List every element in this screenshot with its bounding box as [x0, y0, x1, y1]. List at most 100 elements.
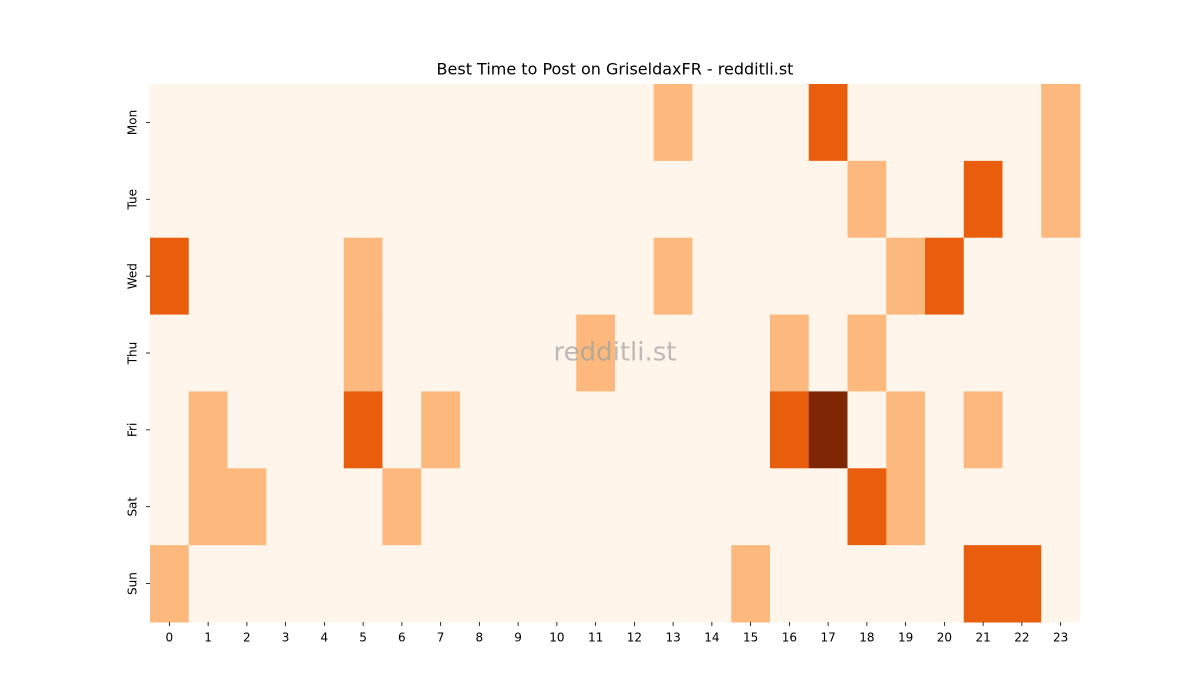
heatmap-cell [808, 84, 848, 162]
heatmap-cell [808, 468, 848, 546]
heatmap-cell [1002, 314, 1042, 392]
heatmap-cell [615, 391, 655, 469]
y-tick-label: Thu [126, 342, 140, 366]
heatmap-cell [576, 160, 616, 239]
x-tick-label: 1 [204, 631, 212, 645]
heatmap-cell [498, 84, 538, 162]
heatmap-cell [188, 237, 228, 316]
heatmap-cell [576, 468, 616, 546]
heatmap-cell [460, 160, 500, 239]
heatmap-cell [731, 160, 771, 239]
heatmap-cell [305, 545, 345, 623]
heatmap-cell [343, 468, 383, 546]
heatmap-cell [808, 314, 848, 392]
heatmap-cell [266, 391, 306, 469]
y-tick-label: Mon [126, 110, 140, 135]
heatmap-cell [343, 391, 383, 469]
heatmap-cell [963, 314, 1003, 392]
heatmap-cell [653, 545, 693, 623]
heatmap-cell [421, 237, 461, 316]
heatmap-cell [847, 545, 887, 623]
x-tick-label: 5 [359, 631, 367, 645]
heatmap-cell [498, 545, 538, 623]
heatmap-cell [847, 391, 887, 469]
x-tick-label: 9 [514, 631, 522, 645]
heatmap-cell [770, 468, 810, 546]
heatmap-cell [925, 391, 965, 469]
heatmap-cell [227, 391, 267, 469]
heatmap-cell [1002, 468, 1042, 546]
x-tick-label: 3 [282, 631, 290, 645]
heatmap-cell [305, 237, 345, 316]
heatmap-cell [382, 84, 422, 162]
watermark: redditli.st [554, 338, 677, 368]
heatmap-cell [1041, 314, 1081, 392]
x-tick-label: 15 [743, 631, 758, 645]
heatmap-cell [692, 391, 732, 469]
heatmap-cell [576, 314, 616, 392]
heatmap-cell [770, 160, 810, 239]
heatmap-cell [847, 160, 887, 239]
heatmap-cell [498, 314, 538, 392]
heatmap-cell [188, 314, 228, 392]
heatmap-cell [382, 545, 422, 623]
heatmap-cell [1041, 84, 1081, 162]
heatmap-cell [847, 237, 887, 316]
heatmap-cell [1002, 237, 1042, 316]
x-tick-label: 4 [321, 631, 329, 645]
x-tick-label: 6 [398, 631, 406, 645]
heatmap-cell [770, 84, 810, 162]
heatmap-cell [692, 545, 732, 623]
y-tick-label: Sun [126, 572, 140, 595]
heatmap-cell [305, 314, 345, 392]
x-tick-label: 20 [937, 631, 952, 645]
y-tick-label: Tue [126, 189, 140, 211]
heatmap-cell [421, 545, 461, 623]
heatmap-cell [1041, 545, 1081, 623]
heatmap-cell [886, 160, 926, 239]
heatmap-cell [615, 314, 655, 392]
heatmap-cell [537, 314, 577, 392]
heatmap-cell [653, 237, 693, 316]
heatmap-cell [963, 545, 1003, 623]
x-tick-label: 10 [549, 631, 564, 645]
heatmap-cell [770, 545, 810, 623]
heatmap-cell [886, 391, 926, 469]
heatmap-cell [227, 84, 267, 162]
heatmap-cell [731, 391, 771, 469]
heatmap-cell [925, 237, 965, 316]
heatmap-cell [460, 237, 500, 316]
heatmap-cell [731, 468, 771, 546]
heatmap-cell [692, 160, 732, 239]
heatmap-cell [847, 84, 887, 162]
heatmap-cell [537, 237, 577, 316]
y-tick-label: Fri [126, 423, 140, 437]
heatmap-cell [421, 314, 461, 392]
heatmap-cell [460, 468, 500, 546]
heatmap-cell [576, 545, 616, 623]
heatmap-cell [770, 391, 810, 469]
heatmap-cell [382, 468, 422, 546]
heatmap-cell [421, 468, 461, 546]
heatmap-cell [963, 237, 1003, 316]
heatmap-cell [498, 160, 538, 239]
x-tick-label: 16 [782, 631, 797, 645]
heatmap-cell [421, 160, 461, 239]
heatmap-cell [925, 468, 965, 546]
heatmap-cell [537, 84, 577, 162]
heatmap-cell [343, 545, 383, 623]
heatmap-cell [925, 545, 965, 623]
heatmap-cell [227, 160, 267, 239]
heatmap-cell [188, 468, 228, 546]
heatmap-cell [382, 160, 422, 239]
heatmap-cell [227, 468, 267, 546]
heatmap-cell [305, 160, 345, 239]
heatmap-cell [808, 391, 848, 469]
heatmap-cell [653, 84, 693, 162]
heatmap-cell [498, 391, 538, 469]
heatmap-cell [150, 237, 190, 316]
heatmap-cell [1002, 391, 1042, 469]
x-tick-label: 8 [476, 631, 484, 645]
heatmap-cell [847, 468, 887, 546]
heatmap-cell [188, 545, 228, 623]
